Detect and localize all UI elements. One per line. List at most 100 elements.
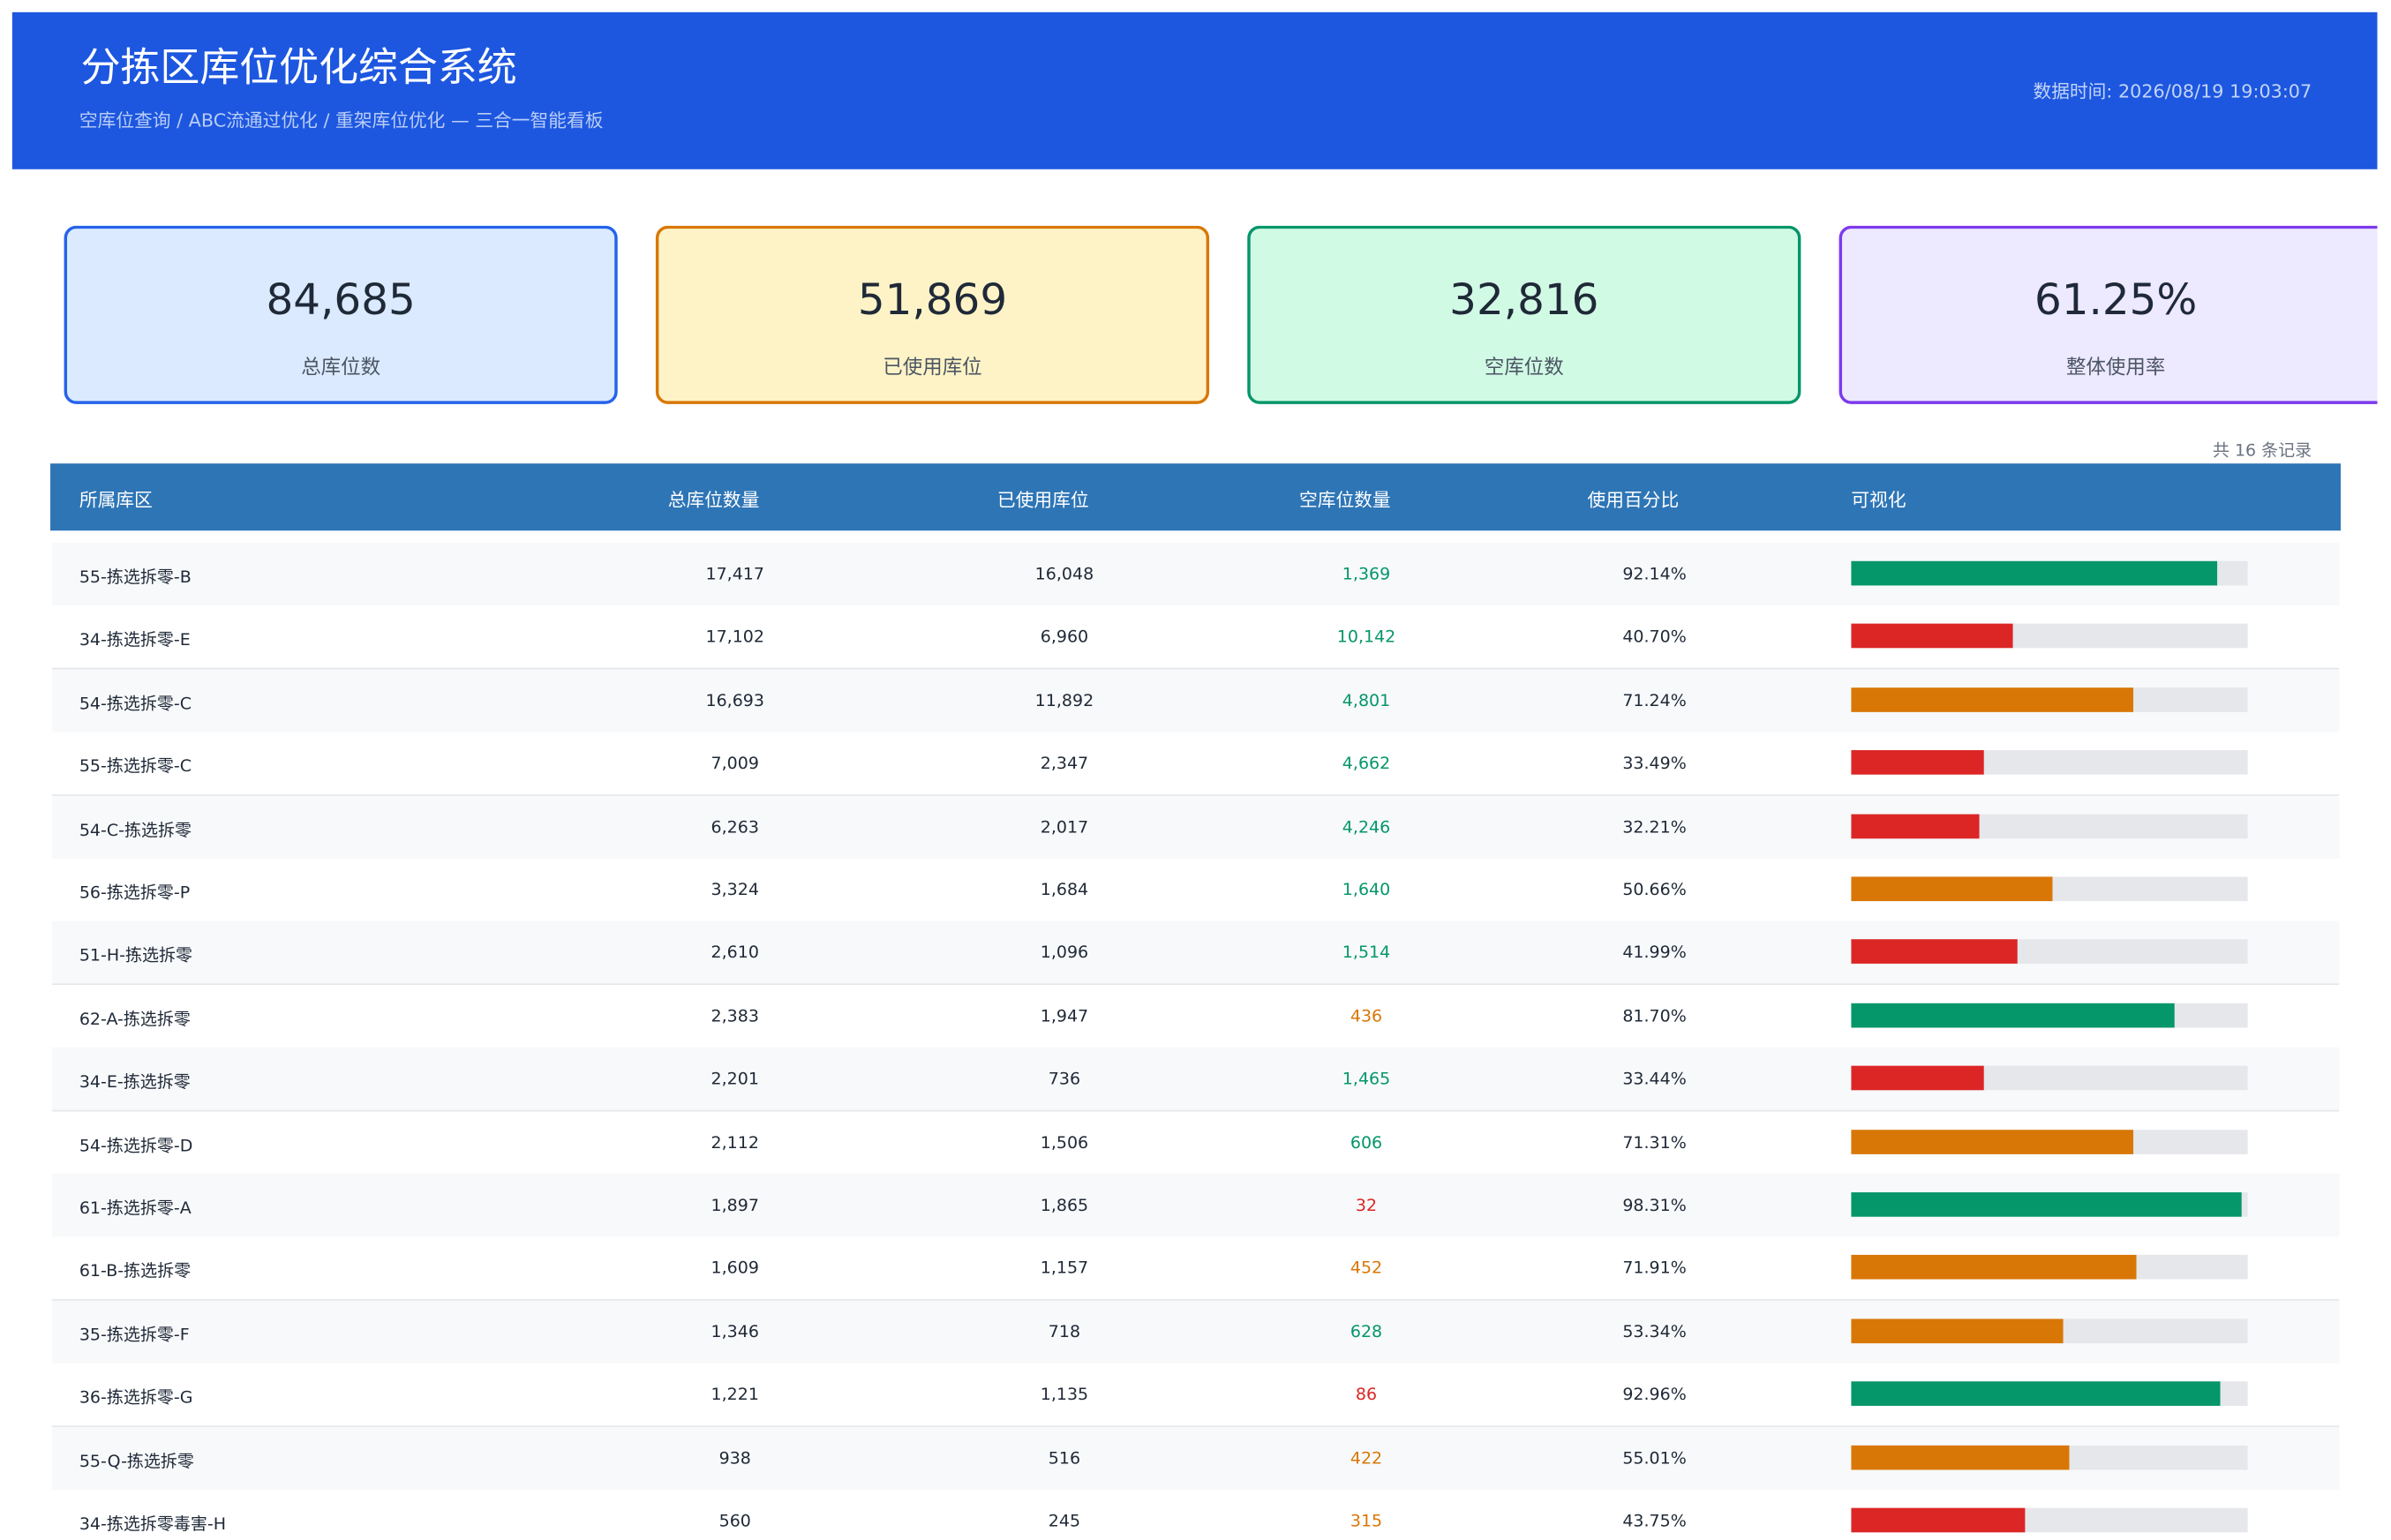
cell-total: 16,693 xyxy=(705,690,765,710)
table-row: 34-E-拣选拆零 2,201 736 1,465 33.44% xyxy=(51,1048,2340,1112)
table-row: 54-拣选拆零-D 2,112 1,506 606 71.31% xyxy=(51,1110,2340,1176)
cell-used: 1,135 xyxy=(1040,1385,1089,1405)
cell-total: 17,102 xyxy=(705,627,765,648)
cell-used: 1,506 xyxy=(1040,1131,1089,1153)
cell-pct-label: 92.14% xyxy=(1622,564,1687,584)
bar-track xyxy=(1851,1192,2248,1217)
zone-name: 34-拣选拆零毒害-H xyxy=(79,1514,227,1535)
table-row: 36-拣选拆零-G 1,221 1,135 86 92.96% xyxy=(51,1363,2340,1428)
cell-free: 1,514 xyxy=(1342,943,1391,963)
cell-pct-label: 55.01% xyxy=(1622,1447,1687,1469)
cell-free: 1,369 xyxy=(1342,564,1391,584)
table-row: 62-A-拣选拆零 2,383 1,947 436 81.70% xyxy=(51,984,2340,1049)
stat-value: 51,869 xyxy=(857,274,1008,326)
bar-track xyxy=(1851,939,2248,965)
zone-name: 61-拣选拆零-A xyxy=(79,1198,192,1219)
usage-bar xyxy=(1851,1129,2134,1154)
cell-pct-label: 33.49% xyxy=(1622,753,1687,774)
bar-track xyxy=(1851,560,2248,586)
cell-free: 422 xyxy=(1350,1447,1383,1469)
cell-total: 938 xyxy=(718,1447,751,1469)
cell-free: 1,465 xyxy=(1342,1069,1391,1089)
cell-pct-label: 92.96% xyxy=(1622,1385,1687,1405)
bar-track xyxy=(1851,1507,2248,1533)
table-row: 61-拣选拆零-A 1,897 1,865 32 98.31% xyxy=(51,1174,2340,1238)
bar-track xyxy=(1851,1381,2248,1407)
usage-bar xyxy=(1851,560,2217,586)
column-header: 使用百分比 xyxy=(1587,489,1680,511)
cell-free: 315 xyxy=(1350,1511,1383,1531)
zone-name: 54-拣选拆零-C xyxy=(79,693,192,714)
stat-card: 32,816 空库位数 xyxy=(1247,225,1801,404)
table-row: 34-拣选拆零-E 17,102 6,960 10,142 40.70% xyxy=(51,605,2340,671)
bar-track xyxy=(1851,1129,2248,1154)
breadcrumb: 空库位查询 / ABC流通过优化 / 重架库位优化 — 三合一智能看板 xyxy=(79,109,604,131)
bar-track xyxy=(1851,624,2248,649)
cell-total: 1,221 xyxy=(711,1385,759,1405)
usage-bar xyxy=(1851,813,1980,838)
table-row: 56-拣选拆零-P 3,324 1,684 1,640 50.66% xyxy=(51,858,2340,923)
stat-cards: 84,685 总库位数 51,869 已使用库位 32,816 空库位数 61.25% 整体使… xyxy=(0,225,2378,406)
cell-pct-label: 98.31% xyxy=(1622,1195,1687,1215)
cell-used: 2,347 xyxy=(1040,753,1089,774)
cell-free: 86 xyxy=(1355,1385,1378,1405)
cell-pct-label: 81.70% xyxy=(1622,1005,1687,1026)
cell-total: 560 xyxy=(718,1511,751,1531)
cell-free: 10,142 xyxy=(1336,627,1396,648)
cell-total: 2,201 xyxy=(711,1069,759,1089)
bar-track xyxy=(1851,1318,2248,1343)
cell-used: 1,157 xyxy=(1040,1258,1089,1279)
cell-free: 4,246 xyxy=(1342,816,1391,837)
cell-free: 1,640 xyxy=(1342,879,1391,900)
usage-bar xyxy=(1851,939,2019,965)
usage-bar xyxy=(1851,750,1984,775)
bar-track xyxy=(1851,1003,2248,1028)
zone-name: 51-H-拣选拆零 xyxy=(79,945,193,966)
cell-pct-label: 71.31% xyxy=(1622,1131,1687,1153)
zone-name: 55-拣选拆零-B xyxy=(79,567,192,588)
column-header: 所属库区 xyxy=(79,489,153,511)
zone-name: 62-A-拣选拆零 xyxy=(79,1009,191,1029)
cell-used: 1,865 xyxy=(1040,1195,1089,1215)
column-header: 总库位数量 xyxy=(667,489,760,511)
column-header: 空库位数量 xyxy=(1298,489,1391,511)
cell-used: 245 xyxy=(1048,1511,1081,1531)
cell-used: 2,017 xyxy=(1040,816,1089,837)
cell-free: 452 xyxy=(1350,1258,1383,1279)
zone-name: 34-拣选拆零-E xyxy=(79,630,191,650)
cell-used: 1,947 xyxy=(1040,1005,1089,1026)
table-row: 54-C-拣选拆零 6,263 2,017 4,246 32.21% xyxy=(51,795,2340,860)
cell-used: 16,048 xyxy=(1034,564,1094,584)
timestamp: 数据时间: 2026/08/19 19:03:07 xyxy=(2033,80,2312,102)
table-row: 55-Q-拣选拆零 938 516 422 55.01% xyxy=(51,1426,2340,1491)
usage-bar xyxy=(1851,624,2013,649)
usage-bar xyxy=(1851,1192,2242,1217)
usage-bar xyxy=(1851,1255,2137,1281)
cell-total: 17,417 xyxy=(705,564,765,584)
table-row: 55-拣选拆零-C 7,009 2,347 4,662 33.49% xyxy=(51,732,2340,797)
cell-pct-label: 71.24% xyxy=(1622,690,1687,710)
header-title: 分拣区库位优化综合系统 xyxy=(80,45,517,92)
cell-total: 1,897 xyxy=(711,1195,759,1215)
stat-label: 总库位数 xyxy=(301,357,381,380)
stat-value: 32,816 xyxy=(1449,274,1599,326)
usage-bar xyxy=(1851,876,2052,902)
cell-pct-label: 50.66% xyxy=(1622,879,1687,900)
bar-track xyxy=(1851,813,2248,838)
column-header: 可视化 xyxy=(1851,489,1906,511)
zone-name: 54-C-拣选拆零 xyxy=(79,819,192,840)
cell-pct-label: 71.91% xyxy=(1622,1258,1687,1279)
zone-name: 35-拣选拆零-F xyxy=(79,1325,190,1345)
cell-pct-label: 33.44% xyxy=(1622,1069,1687,1089)
column-header: 已使用库位 xyxy=(996,489,1089,511)
cell-total: 3,324 xyxy=(711,879,759,900)
cell-total: 1,346 xyxy=(711,1321,759,1342)
usage-bar xyxy=(1851,1065,1984,1091)
zone-name: 34-E-拣选拆零 xyxy=(79,1071,191,1093)
cell-total: 2,383 xyxy=(711,1005,759,1026)
stat-label: 已使用库位 xyxy=(883,357,982,380)
